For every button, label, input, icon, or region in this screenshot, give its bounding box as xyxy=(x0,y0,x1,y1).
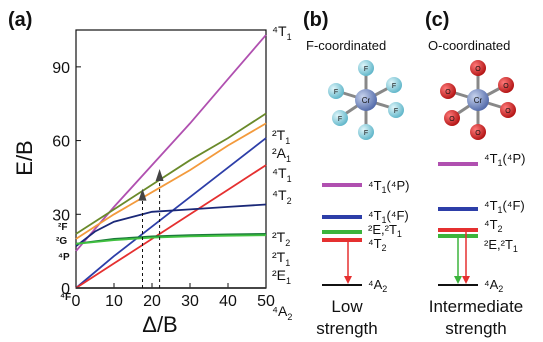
term-label-4T2: ⁴T2 xyxy=(272,187,292,206)
f-atom-bottom xyxy=(358,124,374,140)
cr-f-octahedron: Cr F F F F F F xyxy=(328,60,404,140)
svg-text:F: F xyxy=(364,66,368,73)
term-2F: ²F xyxy=(58,222,67,233)
term-2G: ²G xyxy=(56,236,67,247)
x-tick-label-1: 10 xyxy=(105,293,123,310)
svg-text:O: O xyxy=(475,66,481,73)
cr-atom-o xyxy=(467,89,489,111)
y-tick-label-2: 60 xyxy=(52,134,70,151)
o-atom-bottom xyxy=(470,124,486,140)
panel-b-label: (b) xyxy=(303,9,329,31)
label-c-4T1-4F: ⁴T1(⁴F) xyxy=(484,198,525,215)
label-b-2E-2T1: ²E,²T1 xyxy=(368,222,402,239)
term-4P: ⁴P xyxy=(58,252,70,263)
label-b-4A2: ⁴A2 xyxy=(368,277,387,294)
marker-arrow-1 xyxy=(155,168,164,181)
cr-label-o: Cr xyxy=(474,96,483,105)
energy-plot: 0 10 20 30 40 50 0 30 60 90 xyxy=(52,29,275,310)
o-atom-top xyxy=(470,60,486,76)
label-c-4A2: ⁴A2 xyxy=(484,277,503,294)
term-label-4T1-b: ⁴T1 xyxy=(272,165,292,184)
panel-c-label: (c) xyxy=(425,9,449,31)
series-line-2 xyxy=(75,122,267,240)
o-atom-left xyxy=(440,83,456,99)
x-tick-label-0: 0 xyxy=(72,293,81,310)
svg-text:O: O xyxy=(503,83,509,90)
term-label-2T1-b: ²T1 xyxy=(272,249,290,268)
cr-o-octahedron: Cr O O O O O O xyxy=(440,60,516,140)
y-tick-label-0: 0 xyxy=(61,281,70,298)
y-tick-label-1: 30 xyxy=(52,207,70,224)
panel-b-levels xyxy=(322,183,362,286)
marker-arrow-0 xyxy=(138,188,147,201)
f-atom-lower-left xyxy=(332,110,348,126)
svg-text:F: F xyxy=(392,83,396,90)
label-c-2E-2T1: ²E,²T1 xyxy=(484,237,518,254)
panel-b-subtitle: F-coordinated xyxy=(306,38,386,53)
svg-text:F: F xyxy=(364,130,368,137)
term-label-2T2: ²T2 xyxy=(272,229,290,248)
f-atom-right xyxy=(388,102,404,118)
series-line-6 xyxy=(75,233,267,245)
f-atom-top xyxy=(358,60,374,76)
cr-atom-f xyxy=(355,89,377,111)
label-b-4T2: ⁴T2 xyxy=(368,236,387,253)
cr-label-f: Cr xyxy=(362,96,371,105)
label-b-4T1-4P: ⁴T1(⁴P) xyxy=(368,178,409,195)
series-line-3 xyxy=(75,137,267,289)
label-c-4T2: ⁴T2 xyxy=(484,217,503,234)
svg-text:O: O xyxy=(445,89,451,96)
label-b-4T1-4F: ⁴T1(⁴F) xyxy=(368,208,409,225)
panel-c-level-labels: ⁴T1(⁴P) ⁴T1(⁴F) ⁴T2 ²E,²T1 ⁴A2 xyxy=(484,151,525,294)
term-label-4A2: ⁴A2 xyxy=(272,303,292,322)
svg-text:F: F xyxy=(394,108,398,115)
svg-text:O: O xyxy=(505,108,511,115)
x-tick-label-3: 30 xyxy=(181,293,199,310)
panel-a-label: (a) xyxy=(8,9,32,31)
series-line-4 xyxy=(75,164,267,289)
term-label-2A1: ²A1 xyxy=(272,145,291,164)
panel-c-strength-line1: Intermediate xyxy=(429,297,524,316)
term-label-2T1: ²T1 xyxy=(272,127,290,146)
panel-c-subtitle: O-coordinated xyxy=(428,38,510,53)
svg-text:F: F xyxy=(334,89,338,96)
series-line-1 xyxy=(75,112,267,235)
panel-b-strength-line2: strength xyxy=(316,319,377,338)
svg-text:O: O xyxy=(449,116,455,123)
panel-c-strength-line2: strength xyxy=(445,319,506,338)
x-axis-label: Δ/B xyxy=(142,312,177,337)
panel-c-levels xyxy=(438,162,478,286)
y-tick-label-3: 90 xyxy=(52,60,70,77)
x-tick-label-5: 50 xyxy=(257,293,275,310)
series-line-5 xyxy=(75,203,267,247)
plot-a-term-labels: ⁴T1 ²T1 ²A1 ⁴T1 ⁴T2 ²T2 ²T1 ²E1 ⁴A2 xyxy=(272,23,292,322)
o-atom-right xyxy=(500,102,516,118)
panel-b-level-labels: ⁴T1(⁴P) ⁴T1(⁴F) ²E,²T1 ⁴T2 ⁴A2 xyxy=(368,178,409,294)
series-line-0 xyxy=(75,34,267,252)
f-atom-upper-right xyxy=(386,77,402,93)
o-atom-lower-left xyxy=(444,110,460,126)
f-atom-left xyxy=(328,83,344,99)
svg-text:O: O xyxy=(475,130,481,137)
panel-b-strength-line1: Low xyxy=(331,297,363,316)
series-line-7 xyxy=(75,234,267,245)
term-4F: ⁴F xyxy=(60,292,71,303)
term-label-4T1: ⁴T1 xyxy=(272,23,292,42)
o-atom-upper-right xyxy=(498,77,514,93)
svg-text:F: F xyxy=(338,116,342,123)
x-tick-label-4: 40 xyxy=(219,293,237,310)
y-axis-label: E/B xyxy=(12,140,37,175)
x-tick-label-2: 20 xyxy=(143,293,161,310)
term-label-2E: ²E1 xyxy=(272,267,291,286)
label-c-4T1-4P: ⁴T1(⁴P) xyxy=(484,151,525,168)
